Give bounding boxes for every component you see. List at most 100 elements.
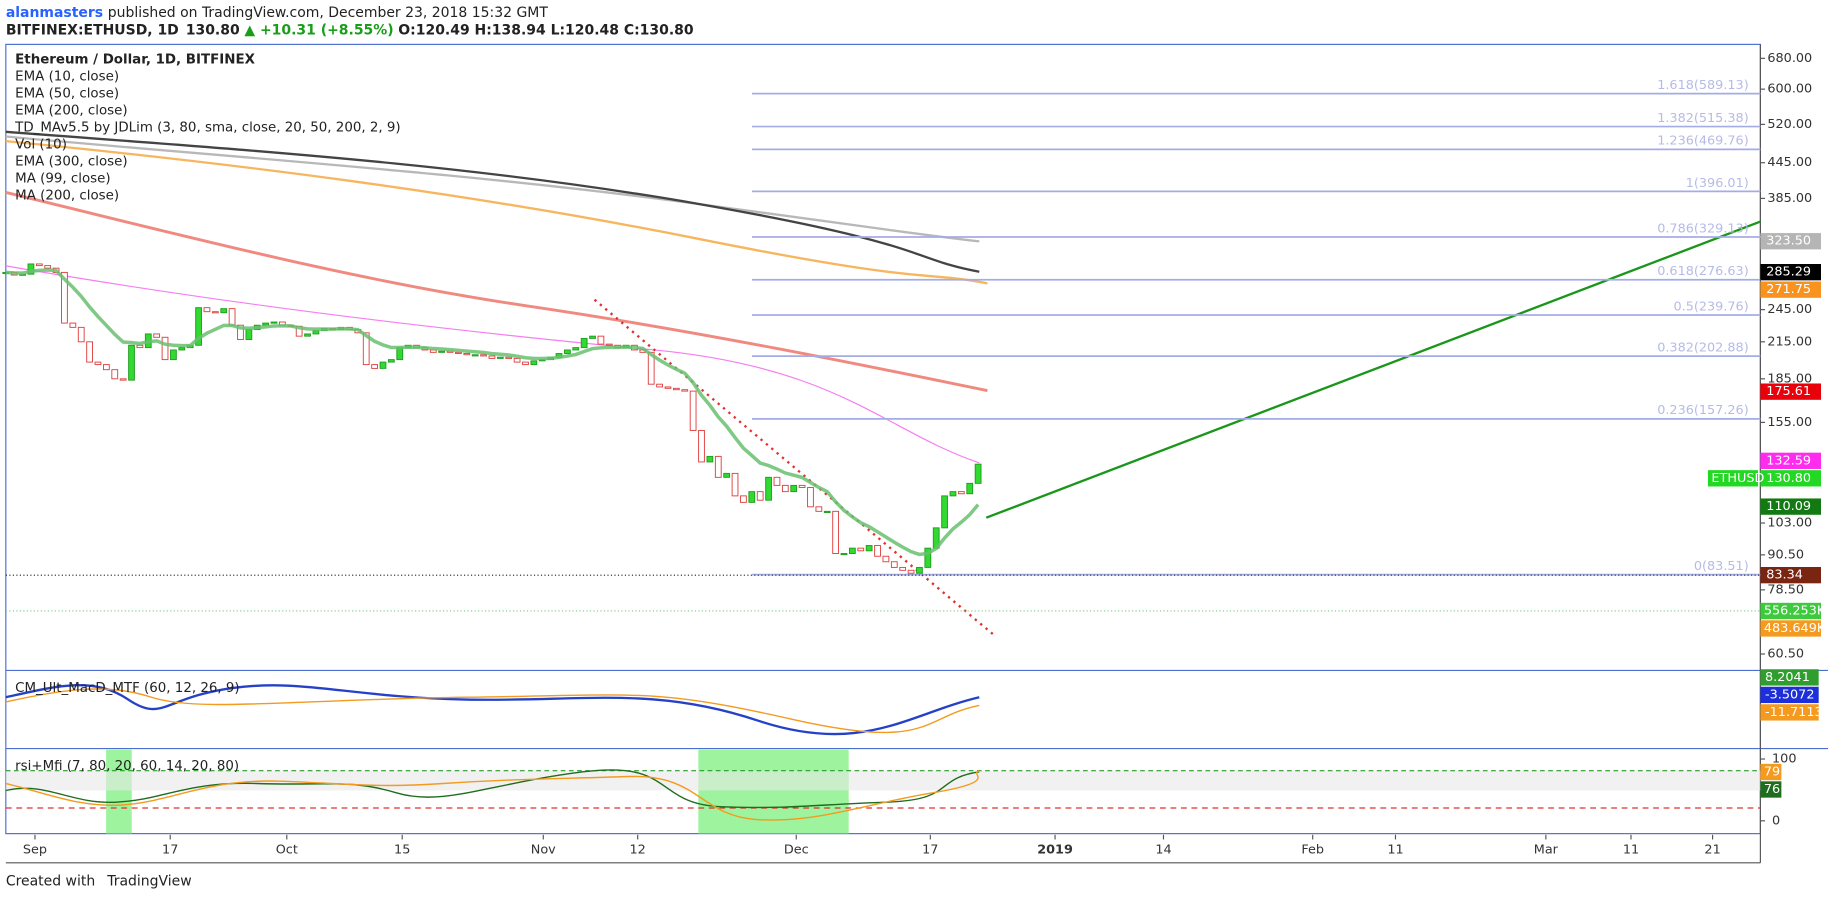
candle xyxy=(438,350,446,353)
x-tick-label: Oct xyxy=(276,842,298,857)
candle xyxy=(815,506,823,512)
x-tick-label: 12 xyxy=(630,842,646,857)
candle xyxy=(597,335,605,345)
candle xyxy=(77,326,85,343)
price-tag xyxy=(1760,383,1822,400)
candle xyxy=(966,482,974,495)
ema-300-line xyxy=(5,130,980,273)
ema-10-line xyxy=(5,268,980,557)
author[interactable]: alanmasters xyxy=(6,5,103,21)
fib-label: 0.786(329.13) xyxy=(1657,221,1749,236)
price-tag-label: 285.29 xyxy=(1766,265,1811,280)
price-tag xyxy=(1760,452,1822,469)
legend-entry: EMA (50, close) xyxy=(15,87,119,102)
candle xyxy=(907,569,915,574)
price-tag-label: 83.34 xyxy=(1766,568,1803,583)
candle xyxy=(756,491,764,501)
candle xyxy=(220,308,228,314)
candle xyxy=(488,355,496,359)
volume-tag xyxy=(1760,620,1822,637)
candle xyxy=(957,491,965,495)
candle xyxy=(463,353,471,356)
volume-tag xyxy=(1760,602,1822,620)
candle xyxy=(362,332,370,366)
symbol-tag-label: ETHUSD xyxy=(1711,471,1764,486)
candle xyxy=(689,390,697,431)
volume-tag-label: 556.253K xyxy=(1764,603,1826,618)
candle xyxy=(740,495,747,503)
signal-line xyxy=(5,688,980,734)
rsi-tick-label: 0 xyxy=(1772,813,1780,828)
candle xyxy=(564,349,571,355)
candle xyxy=(44,265,52,269)
candle xyxy=(228,308,236,326)
price-tag xyxy=(1760,264,1822,281)
rsi-line xyxy=(5,769,980,809)
candle xyxy=(69,322,77,328)
fib-label: 0.618(276.63) xyxy=(1657,264,1749,279)
legend: Ethereum / Dollar, 1D, BITFINEX EMA (10, … xyxy=(14,53,401,204)
candle xyxy=(798,484,806,488)
candle xyxy=(941,495,948,529)
candle xyxy=(379,361,387,369)
candle xyxy=(949,491,957,497)
candle xyxy=(773,476,781,486)
x-tick-label: 17 xyxy=(922,842,938,857)
candle xyxy=(237,324,244,341)
neutral-band xyxy=(5,770,1761,791)
candle xyxy=(480,354,487,357)
candle xyxy=(102,364,110,371)
legend-entry: Vol (10) xyxy=(15,138,67,153)
x-tick-label: 21 xyxy=(1704,842,1720,857)
candle xyxy=(94,361,102,366)
candle xyxy=(136,344,144,349)
rsi-tag xyxy=(1760,763,1782,781)
y-tick-label: 600.00 xyxy=(1767,82,1812,97)
candle xyxy=(899,566,907,571)
price-tag xyxy=(1760,498,1822,515)
candle xyxy=(170,349,177,361)
brand[interactable]: TradingView xyxy=(106,873,191,889)
candle xyxy=(119,378,127,381)
macd-line xyxy=(5,684,980,736)
symbol-tag xyxy=(1707,470,1759,487)
candle xyxy=(589,335,596,339)
candle xyxy=(371,364,378,369)
x-tick-label: 11 xyxy=(1623,842,1639,857)
candle xyxy=(396,347,404,361)
legend-entry: EMA (200, close) xyxy=(15,104,127,119)
x-tick-label: 2019 xyxy=(1037,842,1073,857)
ma-200-line xyxy=(5,191,988,393)
price-tag xyxy=(1760,566,1822,584)
x-tick-label: Feb xyxy=(1301,842,1324,857)
y-tick-label: 680.00 xyxy=(1767,51,1812,66)
candle xyxy=(505,356,513,359)
y-tick-label: 90.50 xyxy=(1767,547,1804,562)
x-tick-label: Sep xyxy=(23,842,47,857)
candle xyxy=(807,486,814,508)
ohlc: O:120.49 H:138.94 L:120.48 C:130.80 xyxy=(398,22,694,38)
candle xyxy=(781,484,789,493)
price-tag-label: 110.09 xyxy=(1766,499,1811,514)
rsi-title: rsi+Mfi (7, 80, 20, 60, 14, 20, 80) xyxy=(15,759,239,774)
candle xyxy=(924,547,932,568)
fib-label: 1.382(515.38) xyxy=(1657,111,1749,126)
candle xyxy=(849,547,856,554)
rsi-tag-label: 79 xyxy=(1764,764,1780,779)
candle xyxy=(270,321,278,324)
price-tag-label: 132.59 xyxy=(1766,453,1811,468)
candle xyxy=(865,545,873,552)
legend-entry: EMA (10, close) xyxy=(15,70,119,85)
candle xyxy=(731,472,739,497)
legend-entry: Ethereum / Dollar, 1D, BITFINEX xyxy=(15,53,255,68)
candle xyxy=(27,263,35,275)
ema-200-line xyxy=(5,139,988,285)
last: 130.80 xyxy=(186,22,240,38)
candle xyxy=(35,263,43,267)
x-tick-label: Dec xyxy=(784,842,809,857)
x-tick-label: 17 xyxy=(162,842,178,857)
fib-label: 1(396.01) xyxy=(1686,176,1749,191)
volume-tag-label: 483.649K xyxy=(1764,621,1826,636)
candle xyxy=(656,383,663,388)
